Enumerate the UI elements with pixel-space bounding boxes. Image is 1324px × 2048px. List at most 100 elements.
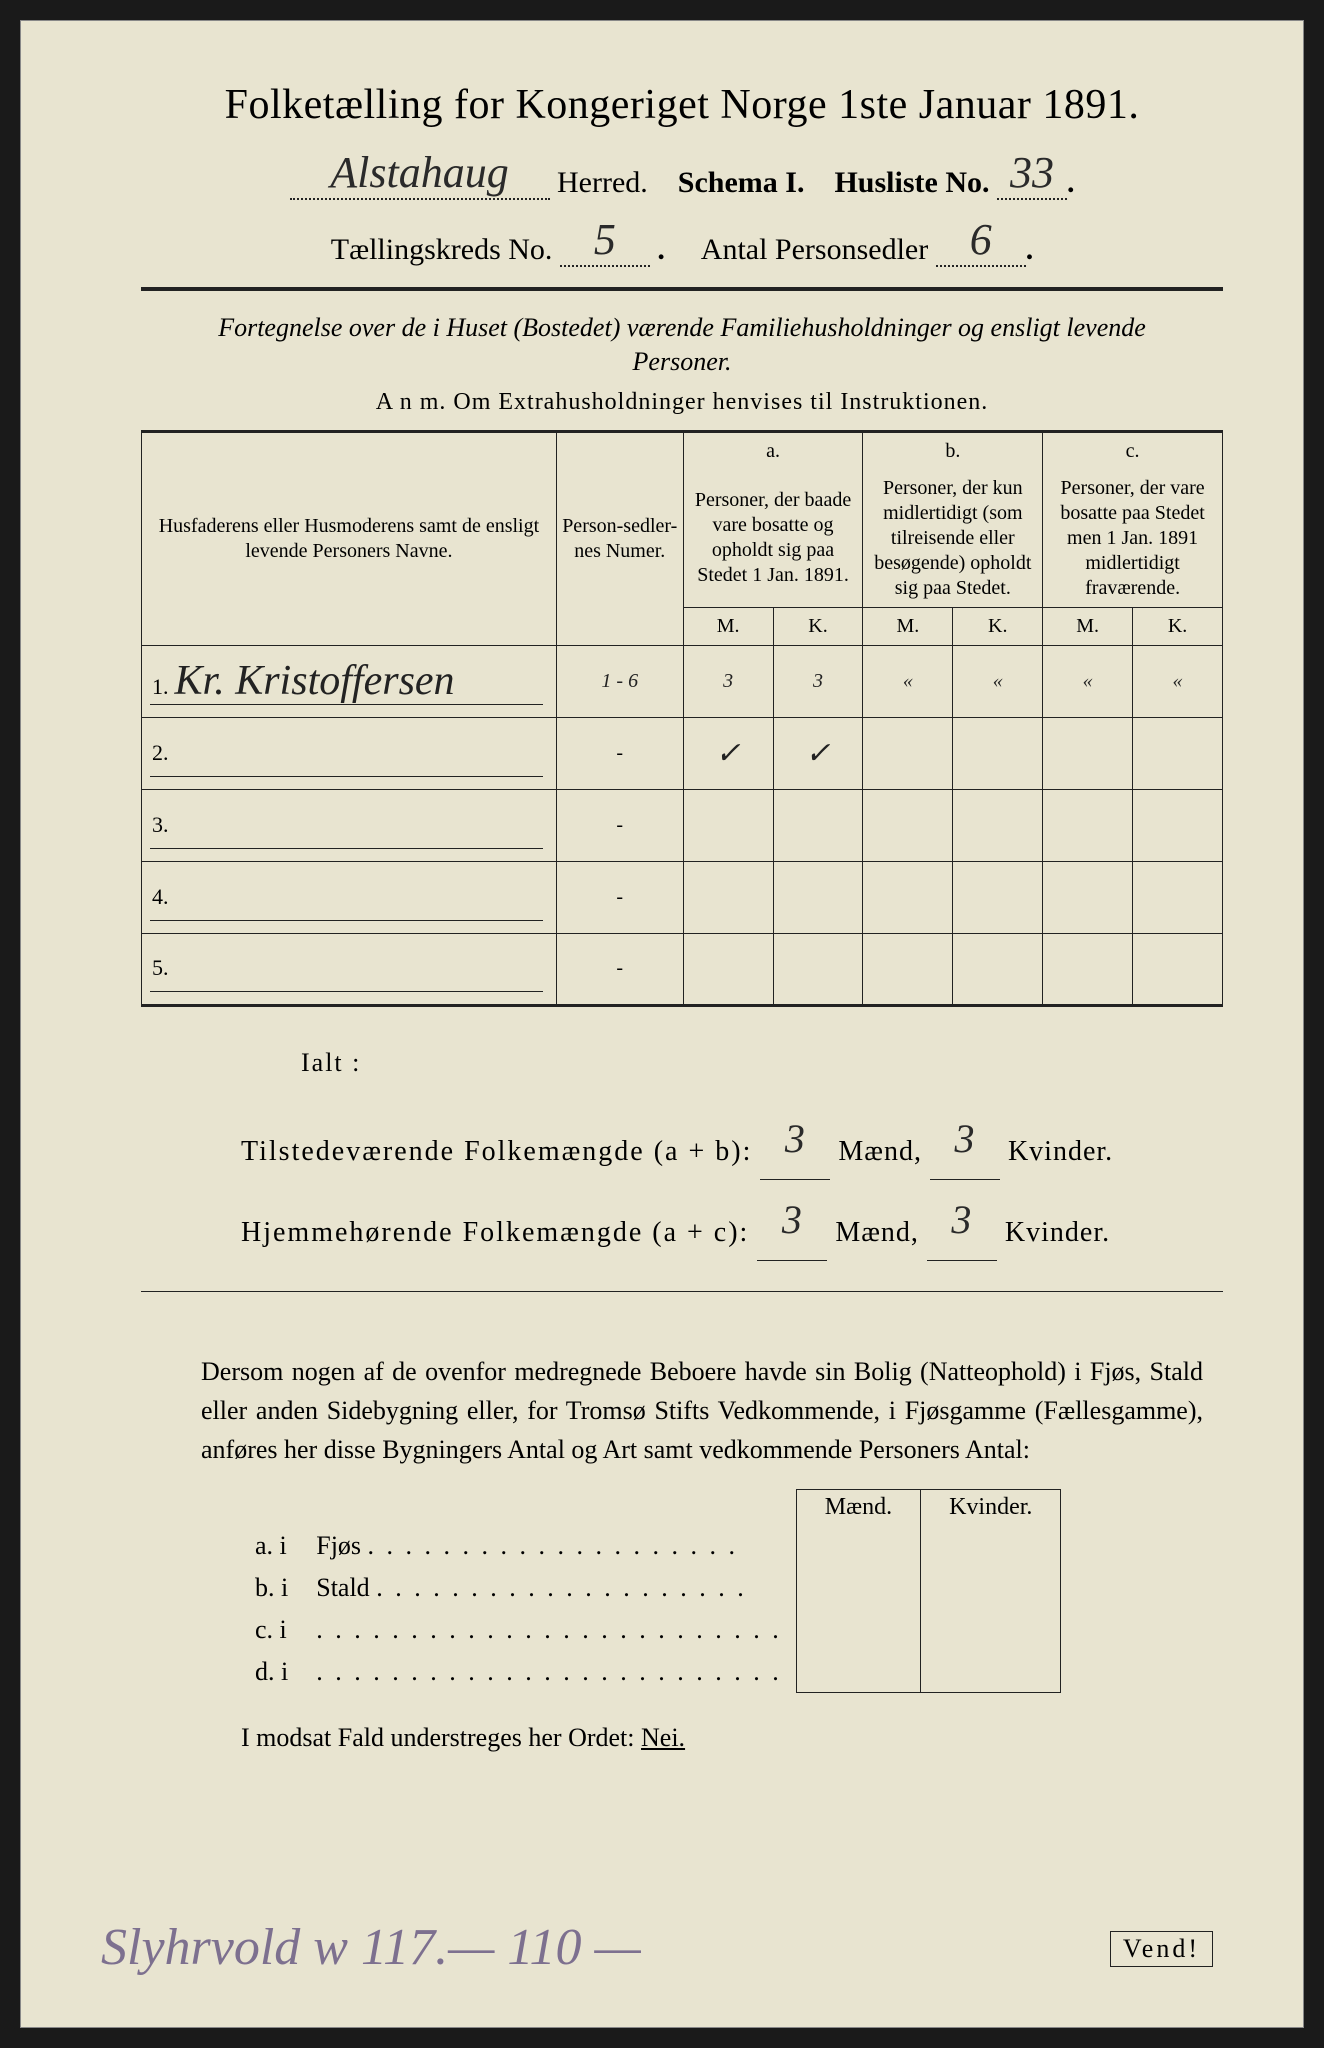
cell: « bbox=[863, 645, 953, 717]
side-m bbox=[796, 1525, 920, 1567]
subtitle: Fortegnelse over de i Huset (Bostedet) v… bbox=[181, 311, 1183, 379]
cell bbox=[1043, 933, 1133, 1005]
kreds-value: 5 bbox=[594, 215, 616, 264]
side-row: b. i Stald . . . . . . . . . . . . . . .… bbox=[241, 1567, 1061, 1609]
cell bbox=[953, 717, 1043, 789]
col-name-header: Husfaderens eller Husmoderens samt de en… bbox=[142, 431, 557, 645]
line2-k: 3 bbox=[951, 1197, 972, 1242]
side-row: a. i Fjøs . . . . . . . . . . . . . . . … bbox=[241, 1525, 1061, 1567]
line1-m: 3 bbox=[785, 1116, 806, 1161]
side-label: c. i bbox=[241, 1609, 302, 1651]
cell bbox=[1043, 861, 1133, 933]
cell bbox=[863, 861, 953, 933]
line2-mid: Mænd, bbox=[835, 1217, 919, 1248]
cell bbox=[773, 861, 863, 933]
table-row: 1. Kr. Kristoffersen 1 - 6 3 3 « « « « bbox=[142, 645, 1223, 717]
table-row: 5. - bbox=[142, 933, 1223, 1005]
cell bbox=[863, 933, 953, 1005]
side-row: c. i . . . . . . . . . . . . . . . . . .… bbox=[241, 1609, 1061, 1651]
side-m bbox=[796, 1567, 920, 1609]
herred-line: Alstahaug Herred. Schema I. Husliste No.… bbox=[141, 147, 1223, 200]
divider bbox=[141, 287, 1223, 291]
row-name: Kr. Kristoffersen bbox=[175, 658, 455, 704]
vend-label: Vend! bbox=[1110, 1931, 1213, 1967]
side-row: d. i . . . . . . . . . . . . . . . . . .… bbox=[241, 1651, 1061, 1693]
side-k bbox=[921, 1609, 1061, 1651]
total-line-2: Hjemmehørende Folkemængde (a + c): 3 Mæn… bbox=[241, 1180, 1203, 1261]
side-label: b. i bbox=[241, 1567, 302, 1609]
side-m bbox=[796, 1609, 920, 1651]
kreds-line: Tællingskreds No. 5 . Antal Personsedler… bbox=[141, 214, 1223, 267]
cell bbox=[1043, 789, 1133, 861]
cell: 3 bbox=[773, 645, 863, 717]
cell bbox=[683, 933, 773, 1005]
cell bbox=[953, 789, 1043, 861]
cell bbox=[1133, 861, 1223, 933]
footer-text: I modsat Fald understreges her Ordet: bbox=[241, 1723, 641, 1752]
col-bm: M. bbox=[863, 607, 953, 645]
line1-pre: Tilstedeværende Folkemængde (a + b): bbox=[241, 1136, 752, 1167]
cell bbox=[863, 717, 953, 789]
schema-label: Schema I. bbox=[678, 166, 805, 199]
cell: 3 bbox=[683, 645, 773, 717]
kvinder-head: Kvinder. bbox=[921, 1489, 1061, 1525]
col-c-top: c. bbox=[1043, 431, 1223, 470]
cell: « bbox=[953, 645, 1043, 717]
table-row: 3. - bbox=[142, 789, 1223, 861]
col-a-header: Personer, der baade vare bosatte og opho… bbox=[683, 470, 863, 608]
row-num: 5. bbox=[152, 955, 169, 980]
line1-mid: Mænd, bbox=[838, 1136, 922, 1167]
row-num: 3. bbox=[152, 812, 169, 837]
cell bbox=[863, 789, 953, 861]
census-table: Husfaderens eller Husmoderens samt de en… bbox=[141, 430, 1223, 1007]
herred-label: Herred. bbox=[557, 166, 648, 199]
anm-note: A n m. Om Extrahusholdninger henvises ti… bbox=[141, 389, 1223, 416]
husliste-value: 33 bbox=[1010, 148, 1054, 197]
col-a-top: a. bbox=[683, 431, 863, 470]
line1-k: 3 bbox=[954, 1116, 975, 1161]
col-bk: K. bbox=[953, 607, 1043, 645]
cell: ✓ bbox=[683, 717, 773, 789]
maend-head: Mænd. bbox=[796, 1489, 920, 1525]
side-k bbox=[921, 1525, 1061, 1567]
bottom-handwriting: Slyhrvold w 117.— 110 — bbox=[101, 1918, 641, 1977]
col-c-header: Personer, der vare bosatte paa Stedet me… bbox=[1043, 470, 1223, 608]
main-title: Folketælling for Kongeriget Norge 1ste J… bbox=[141, 81, 1223, 129]
col-cm: M. bbox=[1043, 607, 1133, 645]
row-numval: - bbox=[556, 789, 683, 861]
paragraph: Dersom nogen af de ovenfor medregnede Be… bbox=[201, 1352, 1203, 1469]
row-numval: 1 - 6 bbox=[556, 645, 683, 717]
footer-line: I modsat Fald understreges her Ordet: Ne… bbox=[241, 1723, 1223, 1753]
row-numval: - bbox=[556, 717, 683, 789]
side-type: Stald bbox=[316, 1573, 369, 1602]
cell bbox=[683, 789, 773, 861]
line2-end: Kvinder. bbox=[1005, 1217, 1110, 1248]
cell bbox=[1043, 717, 1133, 789]
husliste-label: Husliste No. bbox=[834, 166, 989, 199]
row-num: 4. bbox=[152, 884, 169, 909]
row-num: 1. bbox=[152, 674, 169, 699]
col-am: M. bbox=[683, 607, 773, 645]
cell bbox=[1133, 789, 1223, 861]
cell: « bbox=[1133, 645, 1223, 717]
totals-block: Ialt : Tilstedeværende Folkemængde (a + … bbox=[241, 1037, 1203, 1261]
side-m bbox=[796, 1651, 920, 1693]
side-k bbox=[921, 1567, 1061, 1609]
nei: Nei. bbox=[641, 1723, 685, 1752]
herred-value: Alstahaug bbox=[330, 148, 508, 197]
side-label: a. i bbox=[241, 1525, 302, 1567]
kreds-label: Tællingskreds No. bbox=[331, 233, 553, 266]
col-ck: K. bbox=[1133, 607, 1223, 645]
line2-m: 3 bbox=[782, 1197, 803, 1242]
ialt-label: Ialt : bbox=[301, 1037, 1203, 1089]
row-numval: - bbox=[556, 861, 683, 933]
cell bbox=[1133, 717, 1223, 789]
side-k bbox=[921, 1651, 1061, 1693]
cell bbox=[953, 933, 1043, 1005]
col-ak: K. bbox=[773, 607, 863, 645]
cell: « bbox=[1043, 645, 1133, 717]
cell bbox=[773, 789, 863, 861]
col-b-top: b. bbox=[863, 431, 1043, 470]
divider bbox=[141, 1291, 1223, 1292]
cell bbox=[953, 861, 1043, 933]
